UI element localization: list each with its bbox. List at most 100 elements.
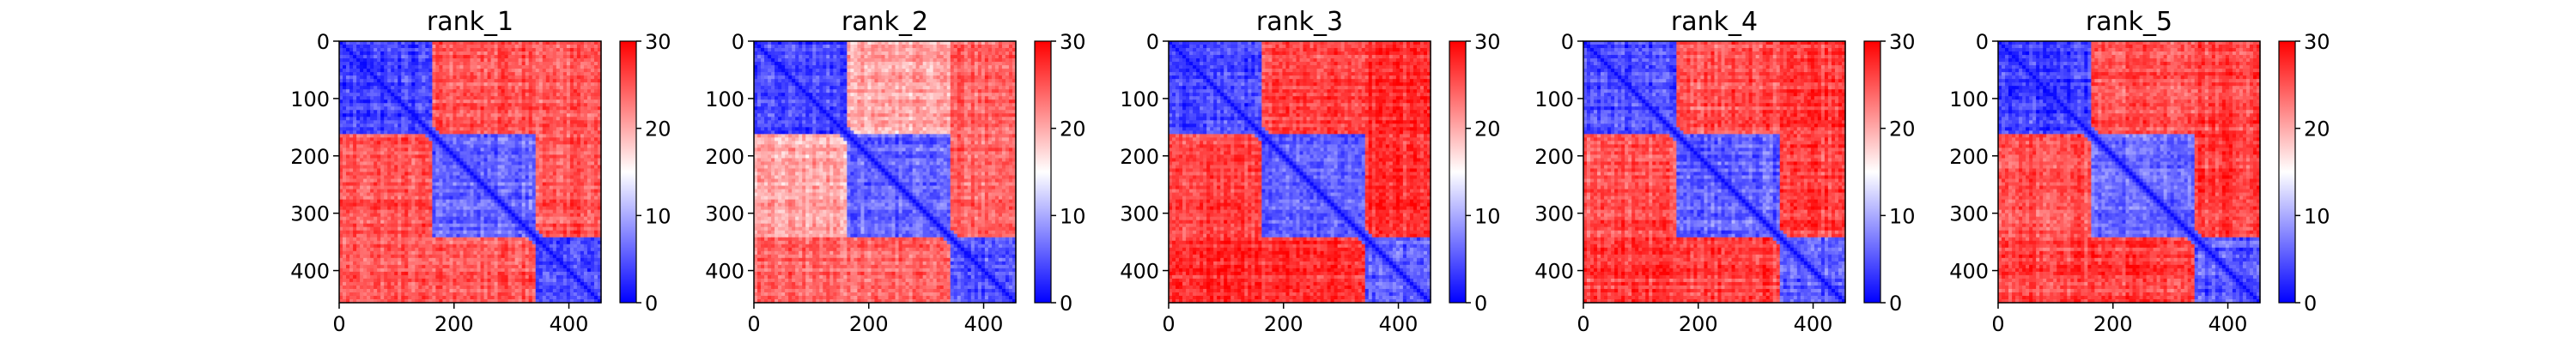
heatmap-cell <box>425 158 429 163</box>
heatmap-cell <box>477 196 482 201</box>
heatmap-cell <box>377 113 381 117</box>
heatmap-cell <box>518 209 523 214</box>
heatmap-cell <box>483 62 489 66</box>
heatmap-cell <box>353 226 357 232</box>
heatmap-cell <box>542 69 547 73</box>
heatmap-cell <box>439 261 443 266</box>
heatmap-cell <box>353 247 357 252</box>
heatmap-cell <box>494 261 499 266</box>
heatmap-cell <box>377 141 381 145</box>
heatmap-cell <box>514 130 519 135</box>
heatmap-cell <box>511 226 516 232</box>
heatmap-cell <box>549 213 554 218</box>
heatmap-cell <box>549 226 554 232</box>
heatmap-cell <box>528 79 533 83</box>
heatmap-cell <box>470 75 475 80</box>
heatmap-cell <box>514 48 519 52</box>
heatmap-cell <box>514 172 519 177</box>
heatmap-cell <box>353 130 357 135</box>
heatmap-cell <box>435 168 440 173</box>
heatmap-cell <box>391 264 395 269</box>
heatmap-cell <box>449 264 454 269</box>
heatmap-cell <box>528 99 533 104</box>
heatmap-cell <box>511 168 516 173</box>
heatmap-cell <box>435 254 440 259</box>
heatmap-cell <box>518 250 523 256</box>
heatmap-cell <box>593 196 598 201</box>
heatmap-cell <box>394 175 398 180</box>
heatmap-cell <box>545 206 550 211</box>
heatmap-cell <box>535 196 540 201</box>
heatmap-cell <box>356 141 361 145</box>
heatmap-cell <box>542 99 547 104</box>
heatmap-cell <box>401 254 405 259</box>
heatmap-cell <box>367 41 371 45</box>
heatmap-cell <box>404 206 409 211</box>
heatmap-cell <box>360 151 364 156</box>
heatmap-cell <box>411 110 416 114</box>
heatmap-cell <box>394 41 398 45</box>
heatmap-cell <box>387 172 392 177</box>
heatmap-cell <box>525 226 530 232</box>
heatmap-cell <box>442 175 447 180</box>
heatmap-cell <box>370 51 374 56</box>
heatmap-cell <box>590 106 595 111</box>
heatmap-cell <box>497 117 502 121</box>
heatmap-cell <box>542 165 547 170</box>
heatmap-cell <box>401 223 405 228</box>
heatmap-cell <box>346 220 350 225</box>
heatmap-cell <box>532 51 537 56</box>
heatmap-cell <box>528 237 533 242</box>
heatmap-cell <box>391 165 395 170</box>
heatmap-cell <box>415 130 419 135</box>
heatmap-cell <box>538 254 544 259</box>
heatmap-cell <box>374 172 378 177</box>
heatmap-cell <box>363 202 368 208</box>
heatmap-cell <box>566 127 571 131</box>
heatmap-cell <box>576 72 581 76</box>
heatmap-cell <box>442 172 447 177</box>
heatmap-cell <box>511 220 516 225</box>
heatmap-cell <box>415 99 419 104</box>
heatmap-cell <box>545 147 550 153</box>
heatmap-cell <box>398 223 402 228</box>
heatmap-cell <box>453 79 458 83</box>
heatmap-cell <box>535 165 540 170</box>
heatmap-cell <box>346 230 350 235</box>
heatmap-cell <box>597 189 602 194</box>
heatmap-cell <box>514 226 519 232</box>
heatmap-cell <box>439 165 443 170</box>
heatmap-cell <box>583 172 588 177</box>
heatmap-cell <box>580 144 585 148</box>
heatmap-cell <box>538 123 544 128</box>
heatmap-cell <box>483 75 489 80</box>
heatmap-cell <box>442 185 447 190</box>
heatmap-cell <box>453 220 458 225</box>
heatmap-cell <box>377 165 381 170</box>
heatmap-cell <box>480 244 485 249</box>
heatmap-cell <box>477 165 482 170</box>
heatmap-cell <box>525 237 530 242</box>
heatmap-cell <box>432 89 436 93</box>
heatmap-cell <box>494 110 499 114</box>
heatmap-cell <box>374 134 378 138</box>
heatmap-cell <box>432 161 436 166</box>
heatmap-cell <box>422 51 426 56</box>
heatmap-cell <box>590 69 595 73</box>
heatmap-cell <box>532 41 537 45</box>
heatmap-cell <box>586 161 592 166</box>
heatmap-cell <box>518 69 523 73</box>
heatmap-cell <box>363 172 368 177</box>
heatmap-cell <box>466 103 471 107</box>
heatmap-cell <box>456 161 461 166</box>
heatmap-cell <box>466 144 471 148</box>
heatmap-cell <box>593 220 598 225</box>
heatmap-cell <box>559 130 564 135</box>
heatmap-cell <box>466 172 471 177</box>
heatmap-cell <box>394 96 398 100</box>
heatmap-cell <box>518 199 523 204</box>
heatmap-cell <box>456 96 461 100</box>
heatmap-cell <box>480 127 485 131</box>
heatmap-cell <box>545 89 550 93</box>
heatmap-cell <box>428 137 433 141</box>
